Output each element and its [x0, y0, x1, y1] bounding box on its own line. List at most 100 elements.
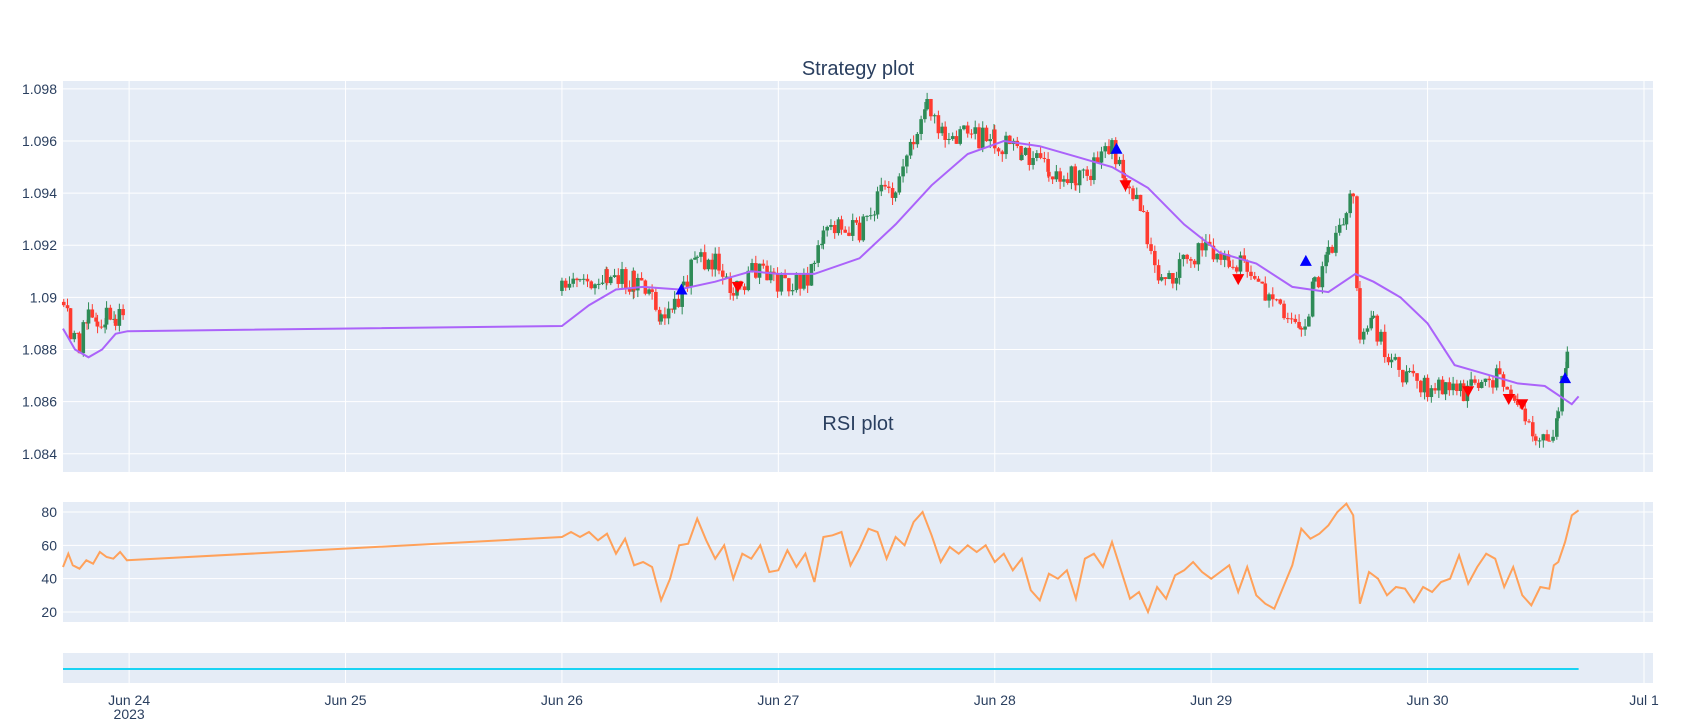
candle-body: [1440, 379, 1445, 395]
candle-body: [861, 216, 866, 241]
candle-body: [672, 298, 677, 310]
candle-body: [950, 136, 955, 139]
candle-body: [728, 276, 733, 294]
candle-body: [857, 222, 862, 241]
price-y-tick-label: 1.094: [22, 185, 57, 201]
price-y-tick-label: 1.09: [30, 289, 57, 305]
candle-body: [104, 307, 109, 325]
candle-body: [99, 326, 104, 328]
candle-body: [676, 298, 681, 307]
candle-body: [1153, 250, 1157, 266]
candle-body: [1326, 246, 1331, 255]
candle-body: [1042, 157, 1047, 159]
candle-body: [1541, 434, 1546, 441]
candle-body: [1307, 316, 1311, 327]
candle-body: [821, 230, 826, 244]
candle-body: [905, 155, 909, 167]
candle-body: [699, 252, 703, 257]
candle-body: [593, 284, 597, 289]
candle-body: [865, 215, 869, 217]
candle-body: [1365, 328, 1370, 332]
candle-body: [1415, 373, 1419, 381]
candle-body: [1316, 277, 1321, 288]
candle-body: [1047, 171, 1051, 177]
candle-body: [713, 253, 718, 270]
candle-body: [1270, 294, 1275, 300]
candle-body: [81, 322, 86, 354]
candle-body: [1062, 179, 1066, 182]
buy-signal-marker: [1110, 142, 1123, 154]
price-panel-bg: [63, 81, 1653, 472]
candle-body: [947, 138, 951, 140]
candle-body: [1099, 151, 1104, 163]
candle-body: [702, 252, 707, 270]
candle-body: [754, 263, 758, 278]
candle-body: [86, 309, 91, 324]
candle-body: [681, 281, 686, 286]
candle-body: [802, 273, 806, 289]
candle-body: [925, 99, 929, 110]
candle-body: [616, 275, 621, 284]
rsi-chart-title: RSI plot: [822, 413, 894, 435]
candle-body: [1138, 194, 1143, 211]
candle-body: [636, 277, 640, 291]
candle-body: [121, 309, 125, 316]
candle-body: [1437, 379, 1441, 391]
x-tick-sublabel: 2023: [114, 706, 145, 719]
candle-body: [1131, 188, 1135, 200]
candle-body: [1211, 245, 1216, 260]
candle-body: [1505, 386, 1510, 390]
rsi-y-tick-label: 20: [41, 604, 57, 620]
candle-body: [969, 133, 974, 135]
candle-body: [1058, 171, 1062, 182]
candle-body: [836, 219, 841, 234]
candle-body: [68, 308, 73, 340]
candle-body: [1565, 351, 1570, 369]
candle-body: [1073, 166, 1077, 184]
candle-body: [1355, 196, 1359, 289]
candle-body: [1121, 159, 1126, 179]
candle-body: [77, 333, 82, 354]
candle-body: [1117, 159, 1122, 165]
candle-body: [779, 274, 784, 292]
candle-body: [1358, 288, 1362, 340]
candle-body: [1020, 154, 1024, 161]
candle-body: [639, 277, 644, 281]
x-tick-label: Jun 26: [541, 692, 583, 708]
candle-body: [1226, 254, 1231, 261]
candle-body: [1249, 271, 1253, 277]
candle-body: [1303, 326, 1307, 330]
candle-body: [977, 127, 981, 149]
candle-body: [1334, 232, 1338, 253]
candle-body: [680, 285, 684, 307]
candle-body: [943, 126, 947, 140]
candle-body: [1461, 383, 1466, 402]
candle-body: [563, 280, 568, 288]
candle-body: [915, 133, 920, 145]
candle-body: [1192, 260, 1197, 265]
candle-body: [973, 127, 978, 134]
candle-body: [647, 289, 651, 294]
candle-body: [1054, 171, 1059, 180]
candle-body: [1189, 259, 1193, 261]
candle-body: [820, 243, 824, 246]
candle-body: [911, 141, 916, 145]
candle-body: [839, 219, 844, 230]
candle-body: [1419, 380, 1423, 393]
rsi-y-tick-label: 60: [41, 537, 57, 553]
candle-body: [919, 119, 923, 134]
candle-body: [1537, 440, 1542, 442]
candle-body: [850, 220, 855, 236]
candle-body: [1282, 303, 1286, 319]
candle-body: [1000, 151, 1005, 155]
candle-body: [787, 278, 791, 292]
candle-body: [1433, 388, 1437, 391]
candle-body: [61, 301, 66, 306]
candle-body: [117, 309, 122, 326]
candle-body: [1491, 380, 1495, 388]
candle-body: [710, 259, 715, 270]
candle-body: [1038, 153, 1043, 158]
candle-body: [654, 291, 658, 310]
candle-body: [1473, 379, 1477, 383]
